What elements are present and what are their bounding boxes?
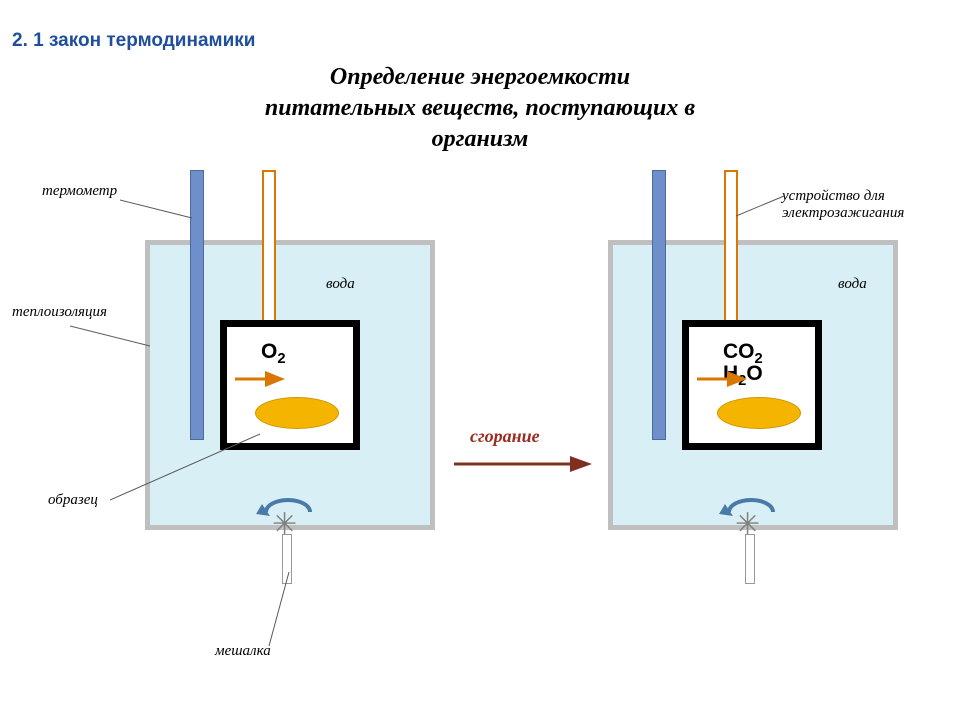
stirrer-motion-left xyxy=(256,490,320,520)
combustion-chamber-right: CO2 H2O xyxy=(682,320,822,450)
annot-igniter: устройство для электрозажигания xyxy=(782,188,904,222)
title-line-1: Определение энергоемкости xyxy=(330,64,630,90)
combustion-chamber-left: O2 xyxy=(220,320,360,450)
title-line-3: организм xyxy=(432,126,529,152)
annot-insulation: теплоизоляция xyxy=(12,304,107,321)
title-line-2: питательных веществ, поступающих в xyxy=(265,95,695,121)
stirrer-motion-right xyxy=(719,490,783,520)
annot-thermometer: термометр xyxy=(42,183,117,200)
main-title: Определение энергоемкости питательных ве… xyxy=(0,62,960,156)
stirrer-shaft-left xyxy=(282,534,292,584)
combustion-arrow xyxy=(454,454,594,478)
igniter-arrow-left xyxy=(235,369,289,399)
water-label-left: вода xyxy=(326,276,355,293)
sample-dish-right xyxy=(717,397,801,429)
thermometer-right xyxy=(652,170,666,440)
igniter-arrow-right xyxy=(697,369,751,399)
stirrer-shaft-right xyxy=(745,534,755,584)
combustion-label: сгорание xyxy=(470,426,540,447)
section-heading: 2. 1 закон термодинамики xyxy=(12,30,255,52)
annot-igniter-l2: электрозажигания xyxy=(782,205,904,221)
gas-label-o2: O2 xyxy=(261,341,286,363)
thermometer-left xyxy=(190,170,204,440)
annot-igniter-l1: устройство для xyxy=(782,188,885,204)
annot-stirrer: мешалка xyxy=(215,643,271,660)
water-label-right: вода xyxy=(838,276,867,293)
gas-label-co2: CO2 xyxy=(723,341,763,363)
sample-dish-left xyxy=(255,397,339,429)
diagram-area: вода O2 ✳ вода CO2 H2O ✳ сгорание xyxy=(0,170,960,690)
lead-thermometer xyxy=(120,194,200,224)
annot-sample: образец xyxy=(48,492,98,509)
